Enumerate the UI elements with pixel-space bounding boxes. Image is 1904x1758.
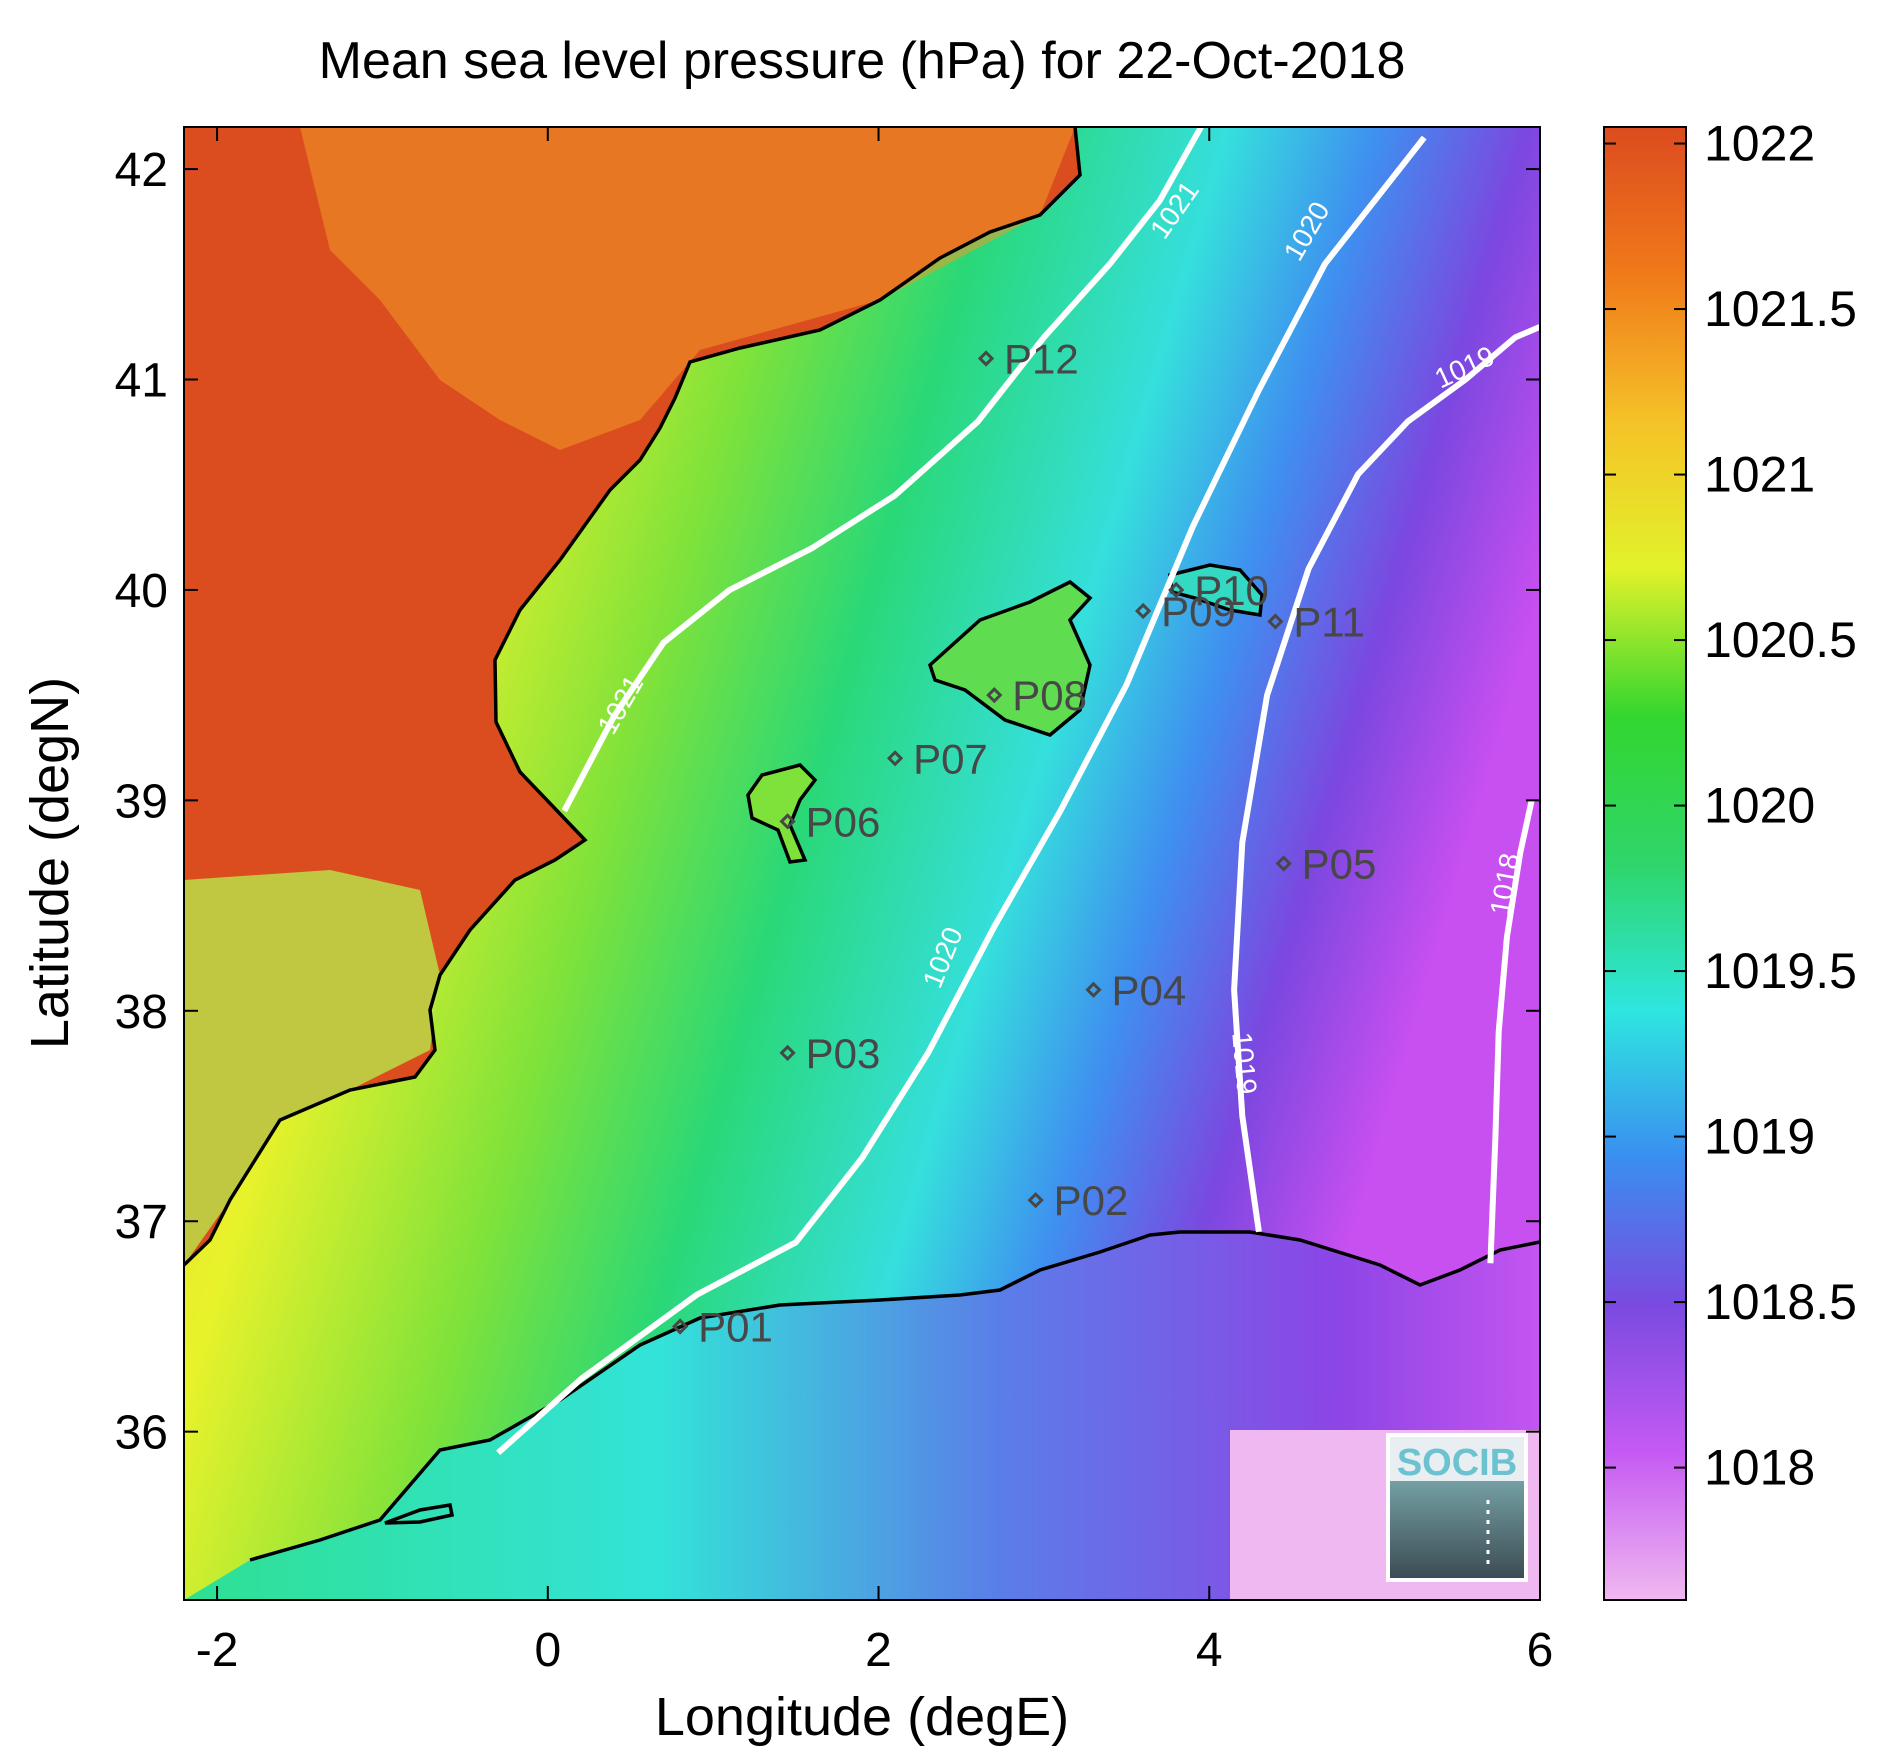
x-axis-label: Longitude (degE) (655, 1687, 1069, 1747)
contour-1020 (496, 135, 1427, 1455)
station-marker-p03 (779, 1044, 796, 1062)
station-label-p05: P05 (1302, 841, 1377, 888)
station-label-p04: P04 (1112, 967, 1187, 1014)
coastline-iberia (184, 127, 1082, 1267)
station-label-p07: P07 (913, 735, 988, 782)
station-label-p09: P09 (1161, 588, 1236, 635)
colorbar-tick-label: 1018 (1704, 1440, 1815, 1496)
y-tick-label: 42 (115, 144, 168, 197)
colorbar-tick-label: 1018.5 (1704, 1274, 1857, 1330)
colorbar-tick-label: 1022 (1704, 116, 1815, 172)
x-tick-label: -2 (196, 1624, 239, 1677)
colorbar-tick-label: 1021.5 (1704, 281, 1857, 337)
y-tick-label: 41 (115, 355, 168, 408)
land-iberia-coastal-low (184, 870, 440, 1265)
station-label-p12: P12 (1004, 335, 1079, 382)
y-tick-label: 37 (115, 1196, 168, 1249)
colorbar-tick-label: 1021 (1704, 447, 1815, 503)
logo-text: SOCIB (1397, 1442, 1517, 1484)
x-tick-label: 2 (865, 1624, 892, 1677)
y-tick-label: 40 (115, 565, 168, 618)
station-marker-p05 (1275, 855, 1292, 872)
plot-frame (183, 126, 1541, 1601)
colorbar-tick-label: 1019 (1704, 1109, 1815, 1165)
station-label-p06: P06 (806, 798, 881, 845)
station-marker-p06 (779, 813, 796, 830)
station-label-p10: P10 (1194, 567, 1269, 614)
x-tick-label: 0 (534, 1624, 561, 1677)
station-label-p01: P01 (698, 1303, 773, 1350)
coastline-north-africa (249, 1230, 1540, 1562)
x-tick-label: 4 (1196, 1624, 1223, 1677)
station-marker-p02 (1027, 1192, 1044, 1209)
station-marker-p08 (986, 687, 1003, 704)
station-marker-p09 (1134, 602, 1152, 620)
socib-logo: SOCIB (1386, 1433, 1528, 1582)
coastlines (184, 127, 1540, 1562)
colorbar-tick-label: 1020 (1704, 778, 1815, 834)
station-marker-p12 (977, 350, 995, 367)
y-tick-label: 39 (115, 775, 168, 828)
station-marker-p11 (1267, 613, 1284, 630)
station-marker-p07 (886, 750, 904, 767)
y-axis-label: Latitude (degN) (20, 677, 80, 1049)
land-north-africa (184, 1232, 1540, 1600)
chart-title: Mean sea level pressure (hPa) for 22-Oct… (319, 32, 1406, 90)
colorbar (1603, 126, 1687, 1601)
station-marker-p01 (671, 1318, 689, 1335)
contour-1019 (1231, 324, 1540, 1233)
colorbar-tick-label: 1019.5 (1704, 943, 1857, 999)
station-label-p11: P11 (1293, 599, 1365, 646)
colorbar-ticks: 1018 1018.5 1019 1019.5 1020 1020.5 1021 1021.5… (1604, 116, 1857, 1496)
land-iberia-highlands (300, 127, 1075, 450)
contour-label-1019: 1019 (1226, 1031, 1262, 1096)
station-marker-p10 (1168, 581, 1185, 599)
station-label-p08: P08 (1012, 672, 1087, 719)
island-ibiza (746, 763, 818, 864)
x-tick-label: 6 (1527, 1624, 1554, 1677)
x-axis-ticks: -2 0 2 4 6 (196, 127, 1554, 1677)
y-tick-label: 36 (115, 1407, 168, 1460)
station-label-p02: P02 (1054, 1177, 1129, 1224)
island-mallorca (927, 579, 1093, 737)
island-alboran-coast (384, 1502, 455, 1525)
station-marker-p04 (1085, 981, 1102, 998)
y-tick-label: 38 (115, 986, 168, 1039)
contour-1021 (561, 127, 1204, 813)
contour-lines (496, 127, 1540, 1455)
station-label-p03: P03 (806, 1030, 881, 1077)
y-axis-ticks: 36 37 38 39 40 41 42 (115, 144, 1540, 1460)
contour-1018 (1487, 799, 1535, 1264)
plot-area (184, 127, 1540, 1600)
colorbar-tick-label: 1020.5 (1704, 612, 1857, 668)
